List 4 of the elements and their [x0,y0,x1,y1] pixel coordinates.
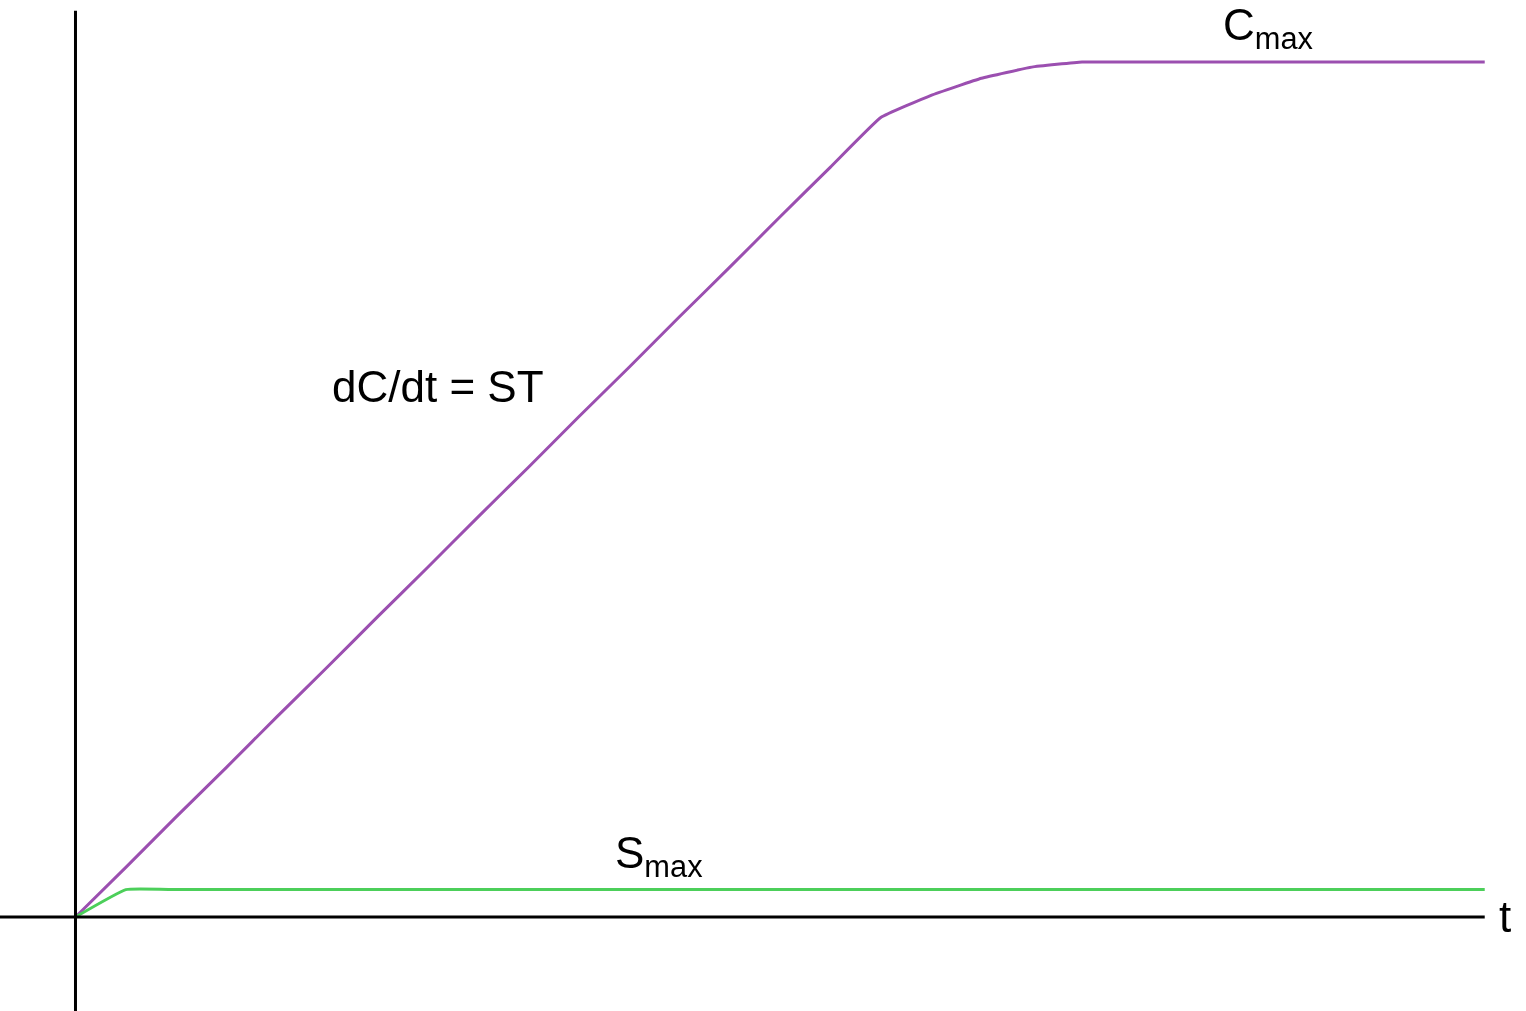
annotation: S$_{max}$ [615,828,704,885]
annotation: dC/dt = ST [332,362,544,411]
x-axis-title: t [1499,892,1512,941]
text: C$_{max}$ [1223,0,1314,57]
